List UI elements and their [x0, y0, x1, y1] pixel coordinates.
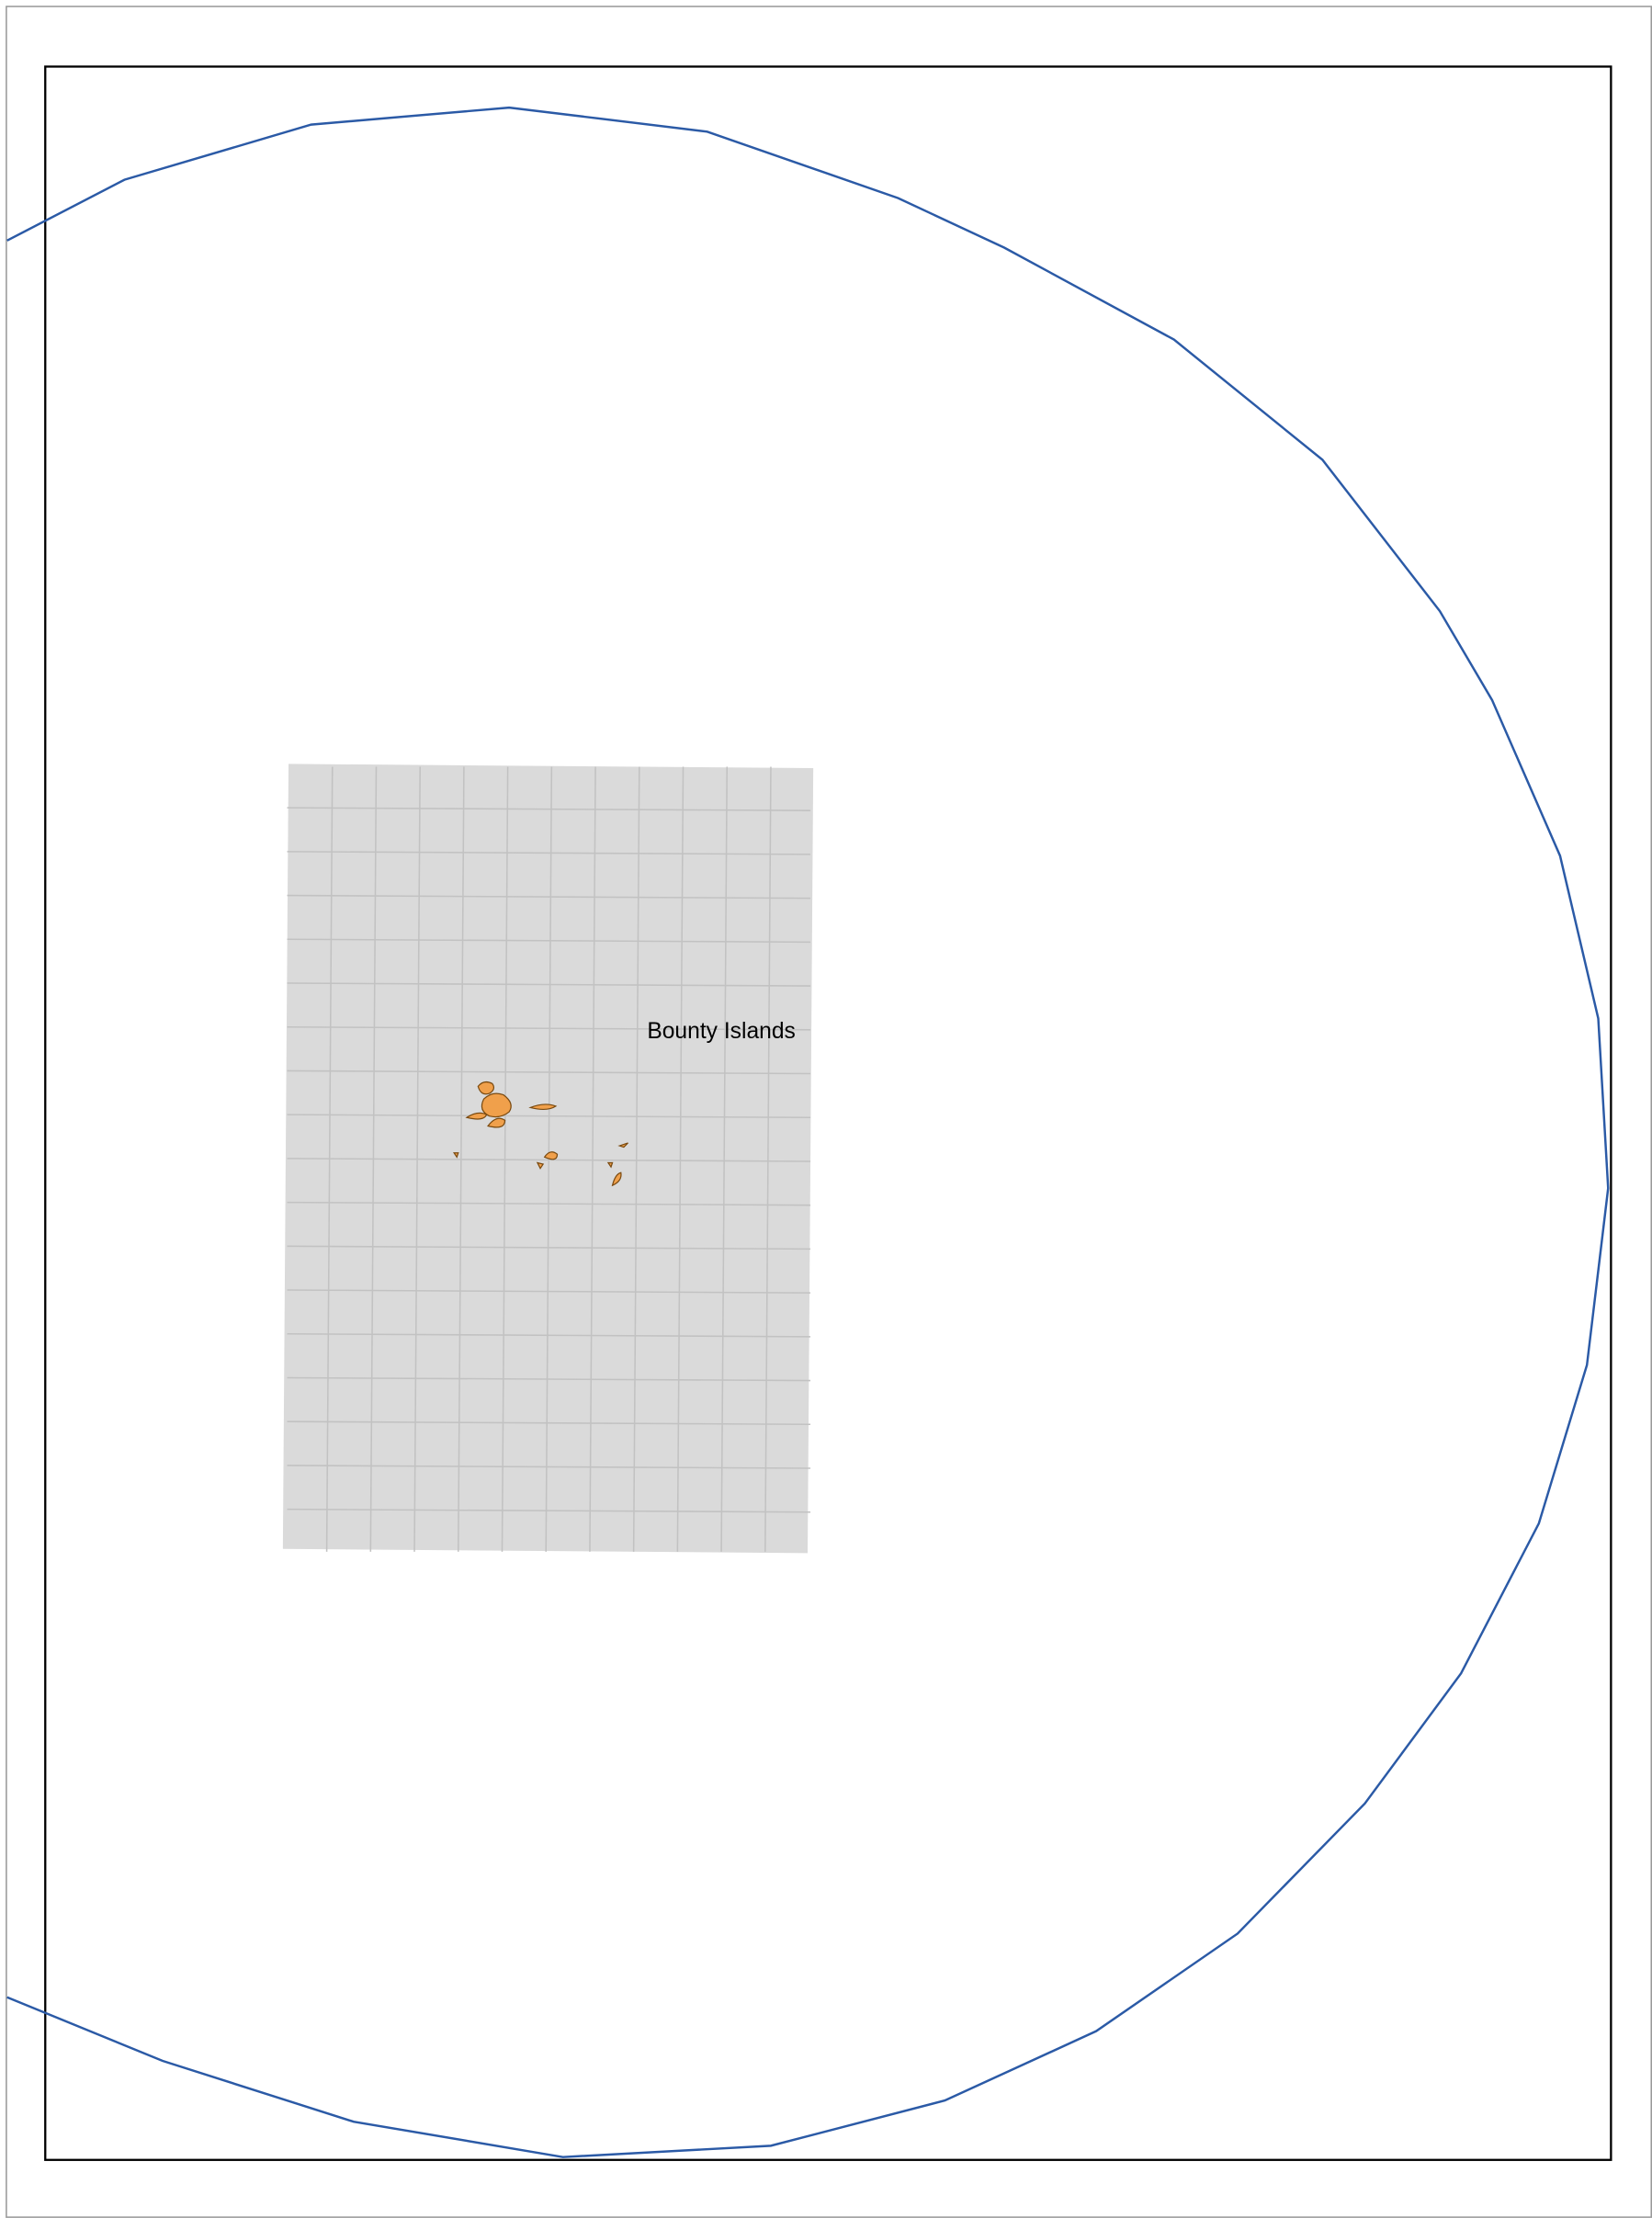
graticule-line — [287, 851, 811, 855]
graticule-line — [287, 1114, 811, 1119]
graticule-line — [287, 982, 811, 987]
graticule-line — [287, 1069, 811, 1075]
islands — [452, 1081, 628, 1187]
graticule-line — [287, 1420, 811, 1426]
graticule-line — [287, 1158, 811, 1162]
graticule-line — [287, 1508, 811, 1513]
graticule-line — [287, 894, 811, 900]
graticule-line — [287, 1201, 811, 1206]
island — [452, 1152, 459, 1159]
island — [536, 1161, 545, 1170]
island — [477, 1081, 495, 1095]
island — [617, 1142, 628, 1149]
graticule-line — [287, 1376, 811, 1382]
page-border — [6, 6, 1652, 2218]
graticule-line — [287, 938, 811, 944]
island — [487, 1117, 506, 1128]
map-frame — [44, 65, 1612, 2161]
boundary-line — [6, 106, 1610, 2158]
island — [611, 1171, 622, 1187]
graticule-line — [287, 1465, 811, 1469]
graticule-line — [287, 1289, 811, 1294]
island — [465, 1112, 488, 1120]
island — [528, 1103, 558, 1111]
graticule-line — [287, 1332, 811, 1338]
island — [606, 1161, 614, 1169]
graticule-line — [287, 807, 811, 811]
place-label: Bounty Islands — [647, 1019, 796, 1044]
graticule-line — [287, 1025, 811, 1031]
graticule-line — [287, 1245, 811, 1250]
island — [543, 1151, 559, 1160]
island — [481, 1092, 512, 1118]
